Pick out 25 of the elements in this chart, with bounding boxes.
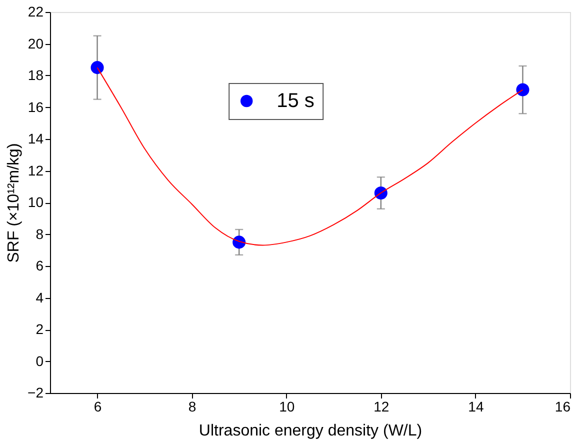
- y-tick-label: 18: [28, 67, 44, 83]
- x-tick-label: 14: [468, 398, 484, 414]
- y-tick-label: 12: [28, 162, 44, 178]
- x-axis-title: Ultrasonic energy density (W/L): [198, 422, 422, 440]
- point: [90, 61, 104, 74]
- y-tick-label: 8: [36, 226, 44, 242]
- y-tick-label: 2: [36, 321, 44, 337]
- y-tick-label: 0: [36, 352, 44, 369]
- y-axis-title: SRF (×10¹²m/kg): [6, 143, 23, 263]
- x-tick-label: 16: [554, 398, 571, 414]
- y-tick-label: 14: [28, 130, 44, 146]
- x-tick-label: 6: [94, 398, 102, 414]
- y-tick-label: 22: [28, 4, 44, 20]
- point: [232, 236, 246, 249]
- point: [516, 83, 530, 96]
- y-tick-label: 16: [28, 98, 44, 115]
- legend-label: 15 s: [276, 90, 314, 112]
- y-tick-label: 20: [28, 35, 44, 52]
- y-tick-label: 10: [28, 194, 44, 210]
- x-tick-label: 8: [188, 398, 196, 414]
- x-tick-label: 12: [374, 398, 390, 414]
- y-tick-label: 6: [36, 258, 44, 274]
- y-tick-label: −2: [28, 384, 44, 400]
- x-tick-label: 10: [279, 398, 295, 414]
- y-tick-label: 4: [36, 289, 44, 306]
